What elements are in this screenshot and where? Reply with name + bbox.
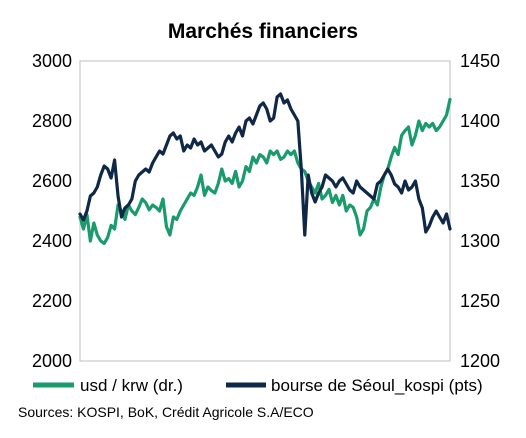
- left-tick-label: 2400: [32, 231, 72, 251]
- legend-label-usd-krw: usd / krw (dr.): [80, 376, 183, 395]
- source-note: Sources: KOSPI, BoK, Crédit Agricole S.A…: [18, 404, 314, 420]
- right-tick-label: 1300: [460, 231, 500, 251]
- right-axis-ticks: 1450 1400 1350 1300 1250 1200: [460, 51, 500, 371]
- right-tick-label: 1450: [460, 51, 500, 71]
- series-layer: [78, 92, 452, 245]
- legend: usd / krw (dr.) bourse de Séoul_kospi (p…: [33, 376, 483, 395]
- left-tick-label: 2600: [32, 171, 72, 191]
- right-tick-label: 1350: [460, 171, 500, 191]
- left-tick-label: 3000: [32, 51, 72, 71]
- series-line-kospi: [78, 92, 452, 237]
- left-tick-label: 2200: [32, 291, 72, 311]
- left-tick-label: 2000: [32, 351, 72, 371]
- left-tick-label: 2800: [32, 111, 72, 131]
- right-tick-label: 1250: [460, 291, 500, 311]
- series-line-usd-krw: [78, 97, 452, 245]
- right-tick-label: 1400: [460, 111, 500, 131]
- chart-title: Marchés financiers: [168, 20, 358, 43]
- left-axis-ticks: 3000 2800 2600 2400 2200 2000: [32, 51, 72, 371]
- plot-area-frame: [79, 60, 451, 362]
- legend-label-kospi: bourse de Séoul_kospi (pts): [271, 376, 483, 395]
- right-tick-label: 1200: [460, 351, 500, 371]
